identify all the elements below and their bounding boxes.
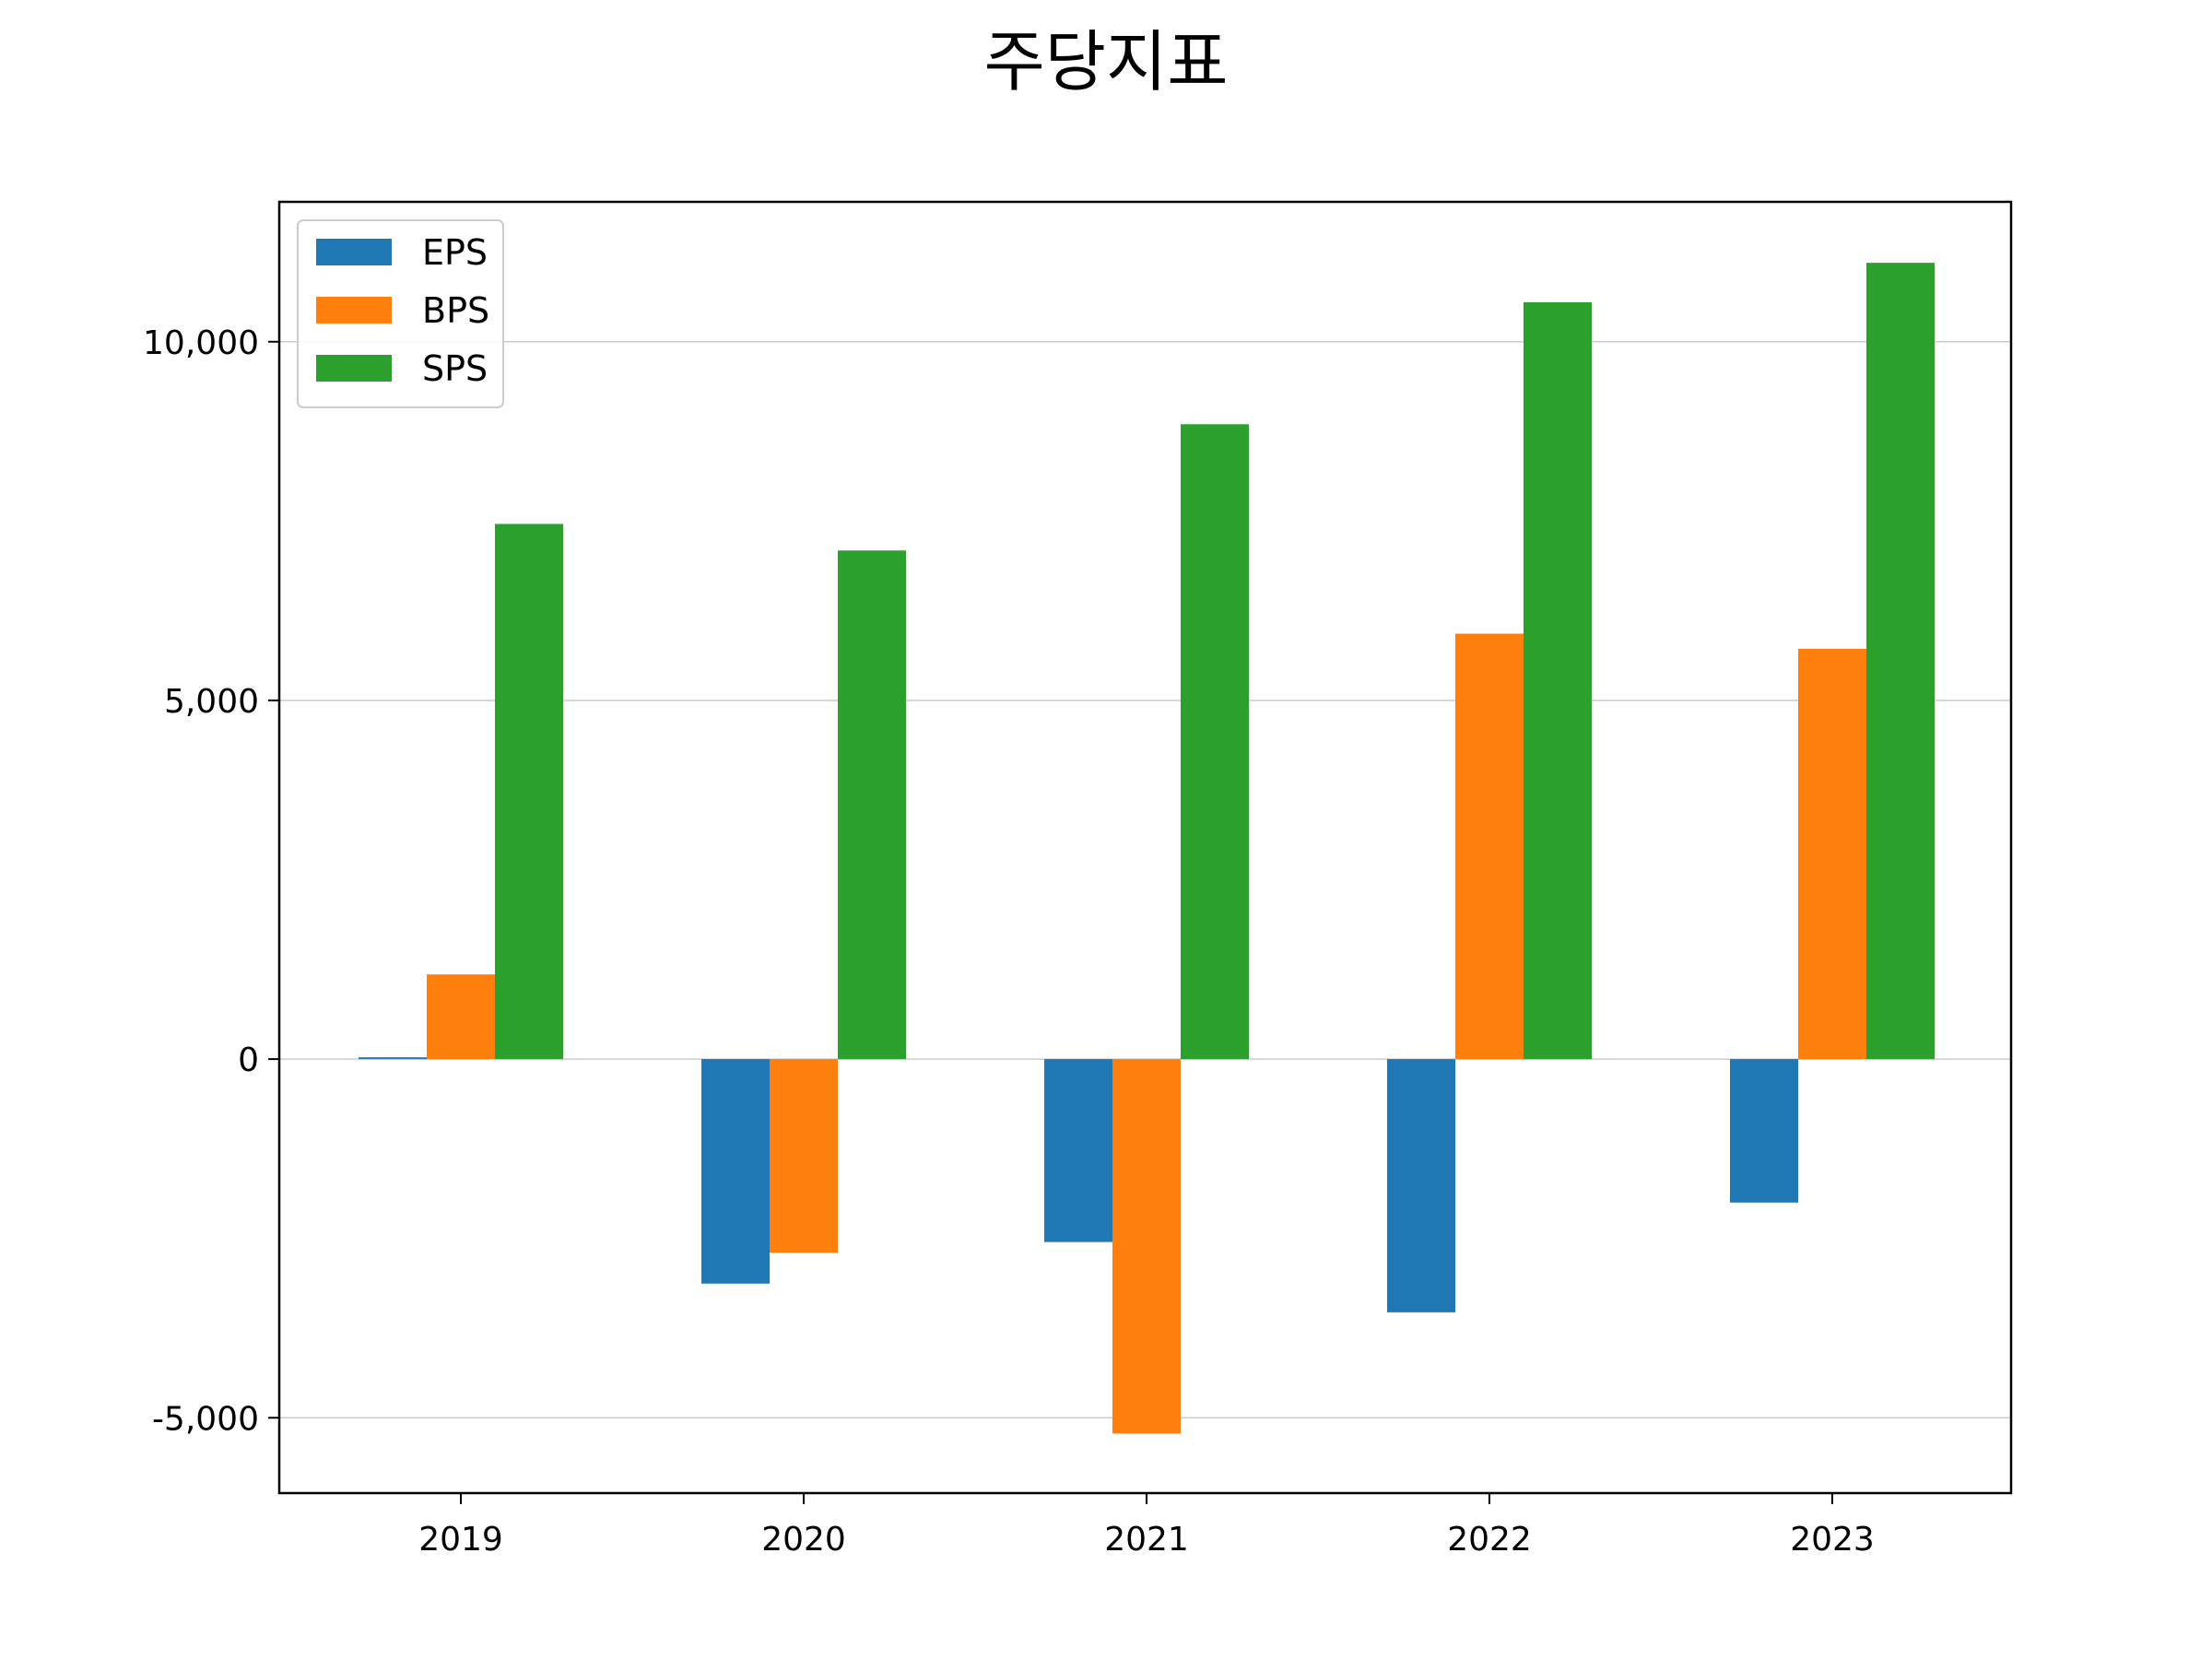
plot-frame	[277, 200, 2013, 1495]
bar-eps-2021	[1044, 1059, 1112, 1242]
y-tick-label: 0	[238, 1041, 259, 1079]
legend-label-eps: EPS	[422, 232, 488, 273]
bar-bps-2021	[1112, 1059, 1181, 1434]
x-tick-label: 2021	[1104, 1521, 1189, 1559]
bar-bps-2019	[427, 974, 495, 1060]
legend-swatch-eps	[316, 239, 392, 265]
x-tick-label: 2020	[761, 1521, 846, 1559]
bar-eps-2019	[359, 1057, 427, 1060]
legend-swatch-sps	[316, 355, 392, 382]
x-tick-label: 2019	[418, 1521, 503, 1559]
chart-title: 주당지표	[983, 23, 1229, 100]
y-tick-label: 10,000	[143, 324, 259, 362]
x-tick-label: 2023	[1790, 1521, 1875, 1559]
legend-swatch-bps	[316, 297, 392, 324]
y-tick-label: 5,000	[164, 683, 259, 721]
bar-eps-2020	[701, 1059, 770, 1284]
legend-label-sps: SPS	[422, 348, 488, 389]
bar-sps-2019	[495, 524, 563, 1060]
y-tick-label: -5,000	[152, 1400, 259, 1438]
bar-sps-2023	[1866, 263, 1935, 1060]
legend-label-bps: BPS	[422, 290, 489, 331]
bar-sps-2021	[1181, 424, 1249, 1060]
bar-bps-2022	[1455, 633, 1524, 1060]
bar-eps-2022	[1387, 1059, 1455, 1312]
bar-sps-2020	[838, 550, 906, 1060]
x-tick-label: 2022	[1447, 1521, 1532, 1559]
bar-eps-2023	[1730, 1059, 1798, 1203]
bar-sps-2022	[1524, 301, 1592, 1060]
bar-bps-2020	[770, 1059, 838, 1253]
bar-bps-2023	[1798, 648, 1866, 1060]
